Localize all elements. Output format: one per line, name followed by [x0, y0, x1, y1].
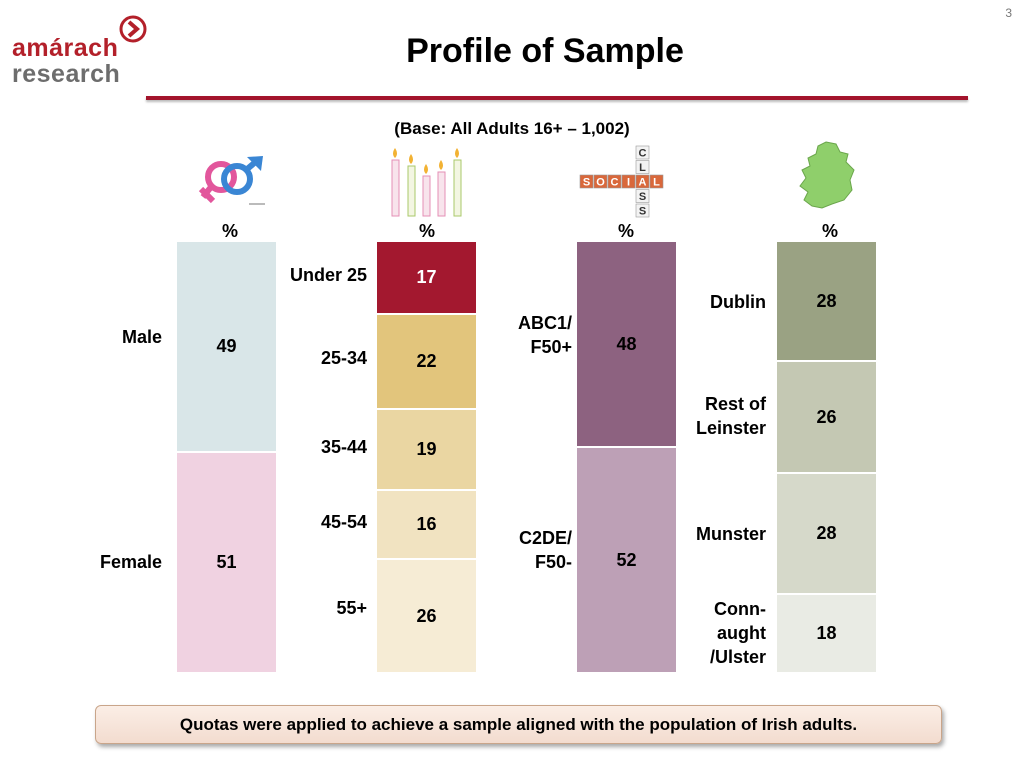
ireland-map-icon	[799, 141, 855, 209]
category-label: Rest of Leinster	[695, 394, 766, 439]
gender-stacked-bar: 49 51	[177, 242, 276, 672]
age-percent-header: %	[418, 221, 435, 241]
bar-segment: 51	[177, 452, 276, 672]
bar-segment: 49	[177, 242, 276, 453]
tile-letter: C	[611, 177, 619, 189]
bar-value-label: 18	[816, 622, 837, 643]
category-label: C2DE/F50-	[518, 528, 572, 573]
logo-word-amarach: amárach	[12, 34, 119, 62]
birthday-candles-icon	[391, 148, 462, 217]
bar-value-label: 16	[416, 514, 437, 535]
category-label: Male	[121, 327, 162, 348]
category-label: ABC1/F50+	[517, 313, 572, 358]
bar-segment: 18	[777, 594, 876, 672]
tile-letter: A	[639, 177, 647, 189]
bar-segment: 22	[377, 315, 476, 410]
category-label: Conn-aught/Ulster	[709, 599, 766, 668]
logo-arrow-icon	[119, 15, 147, 43]
category-label: 55+	[336, 598, 367, 619]
bar-segment: 48	[577, 242, 676, 449]
bar-value-label: 51	[216, 551, 237, 572]
bar-segment: 19	[377, 409, 476, 492]
page-number: 3	[1005, 6, 1012, 20]
bar-segment: 28	[777, 474, 876, 595]
category-label: 45-54	[320, 511, 367, 532]
gender-symbols-icon	[198, 156, 265, 205]
tile-letter: L	[653, 177, 660, 189]
tile-letter: L	[639, 162, 646, 174]
class-percent-header: %	[617, 221, 634, 241]
tile-letter: S	[639, 206, 646, 218]
category-label: 35-44	[320, 436, 367, 457]
bar-value-label: 28	[816, 290, 837, 311]
bar-value-label: 28	[816, 522, 837, 543]
social-class-stacked-bar: 48 52	[577, 242, 676, 672]
page-title: Profile of Sample	[406, 32, 684, 70]
category-label: Female	[99, 552, 162, 573]
bar-value-label: 22	[416, 350, 437, 371]
category-label: 25-34	[320, 348, 367, 369]
bar-value-label: 26	[416, 605, 437, 626]
base-note: (Base: All Adults 16+ – 1,002)	[394, 119, 630, 138]
region-stacked-bar: 28 26 28 18	[777, 242, 876, 672]
category-label: Under 25	[289, 264, 367, 285]
bar-segment: 28	[777, 242, 876, 363]
category-label: Munster	[695, 524, 766, 545]
bar-value-label: 48	[616, 333, 637, 354]
bar-segment: 17	[377, 242, 476, 316]
region-percent-header: %	[821, 221, 838, 241]
quota-note-box: Quotas were applied to achieve a sample …	[95, 705, 942, 744]
bar-value-label: 17	[416, 267, 437, 288]
tile-letter: C	[639, 148, 647, 160]
category-label: Dublin	[710, 292, 766, 313]
bar-value-label: 52	[616, 549, 637, 570]
tile-letter: S	[583, 177, 590, 189]
bar-segment: 16	[377, 491, 476, 561]
bar-segment: 26	[377, 560, 476, 672]
bar-value-label: 19	[416, 439, 437, 460]
bar-value-label: 26	[816, 406, 837, 427]
logo-word-research: research	[12, 60, 121, 88]
tile-letter: O	[596, 177, 605, 189]
bar-value-label: 49	[216, 335, 237, 356]
gender-percent-header: %	[221, 221, 238, 241]
amarach-logo: amárach research	[12, 14, 152, 94]
bar-segment: 52	[577, 448, 676, 672]
age-stacked-bar: 17 22 19 16 26	[377, 242, 476, 672]
tile-letter: I	[627, 177, 630, 189]
title-rule	[146, 96, 968, 100]
tile-letter: S	[639, 191, 646, 203]
bar-segment: 26	[777, 362, 876, 475]
